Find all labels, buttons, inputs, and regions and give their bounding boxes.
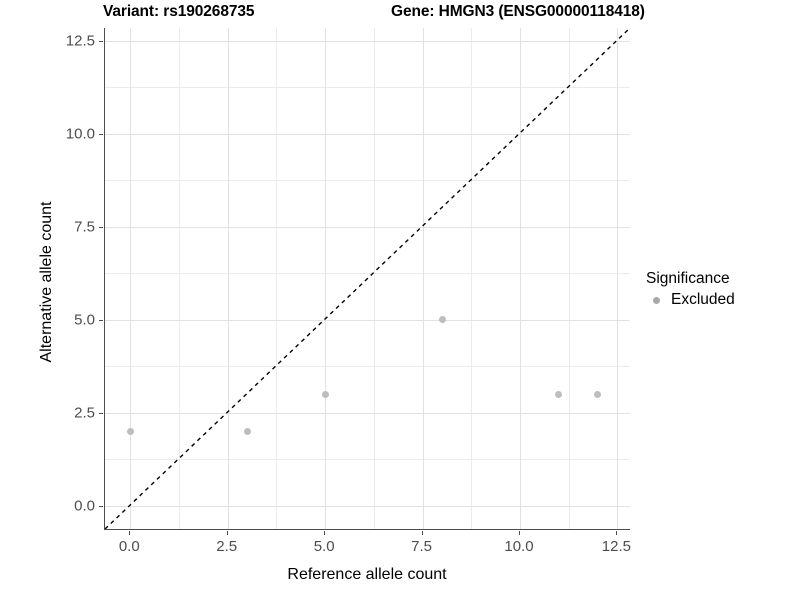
gridline-y-major	[105, 319, 630, 321]
gridline-y-minor	[105, 180, 630, 182]
y-tick-mark	[99, 412, 103, 414]
gene-title: Gene: HMGN3 (ENSG00000118418)	[391, 3, 645, 20]
x-tick-mark	[616, 531, 618, 535]
data-point	[126, 427, 134, 435]
gridline-x-major	[227, 28, 229, 529]
y-tick-mark	[99, 133, 103, 135]
data-point	[594, 390, 602, 398]
data-point	[438, 316, 446, 324]
y-tick-mark	[99, 319, 103, 321]
gridline-x-minor	[179, 28, 181, 529]
gridline-x-minor	[373, 28, 375, 529]
y-tick-label: 10.0	[65, 125, 95, 143]
x-tick-mark	[518, 531, 520, 535]
x-tick-mark	[324, 531, 326, 535]
gridline-x-minor	[568, 28, 570, 529]
plot-panel-inner	[105, 28, 630, 529]
y-tick-mark	[99, 505, 103, 507]
legend: Significance Excluded	[646, 270, 735, 309]
x-tick-label: 2.5	[216, 538, 238, 555]
y-tick-mark	[99, 41, 103, 42]
gridline-x-minor	[471, 28, 473, 529]
legend-title: Significance	[646, 270, 730, 287]
data-point	[243, 427, 251, 435]
x-tick-label: 12.5	[601, 538, 631, 555]
x-tick-label: 7.5	[411, 538, 432, 555]
y-tick-label: 0.0	[74, 497, 95, 515]
diagonal-reference-line	[105, 28, 630, 529]
legend-item-label: Excluded	[671, 291, 735, 308]
x-tick-label: 0.0	[118, 538, 140, 555]
y-tick-label: 12.5	[65, 32, 95, 50]
gridline-y-major	[105, 505, 630, 507]
y-tick-label: 2.5	[74, 404, 95, 422]
gridline-y-major	[105, 412, 630, 414]
data-point	[555, 390, 563, 398]
y-axis-title: Alternative allele count	[38, 201, 55, 363]
legend-item: Excluded	[647, 291, 735, 309]
x-tick-mark	[129, 531, 131, 535]
gridline-x-major	[422, 28, 424, 529]
data-point	[321, 390, 329, 398]
gridline-y-minor	[105, 273, 630, 275]
variant-title: Variant: rs190268735	[103, 3, 255, 20]
gridline-y-minor	[105, 459, 630, 461]
gridline-x-major	[519, 28, 521, 529]
gridline-x-major	[325, 28, 327, 529]
reference-line-segment	[105, 28, 630, 529]
y-tick-mark	[99, 226, 103, 228]
gridline-x-major	[617, 28, 619, 529]
gridline-y-major	[105, 133, 630, 135]
x-tick-label: 10.0	[504, 538, 534, 555]
legend-items: Excluded	[646, 291, 735, 309]
gridline-y-minor	[105, 87, 630, 89]
y-tick-label: 5.0	[74, 311, 95, 329]
x-tick-mark	[226, 531, 228, 535]
gridline-y-major	[105, 41, 630, 42]
gridline-x-minor	[276, 28, 278, 529]
legend-key	[647, 291, 665, 309]
gridline-y-minor	[105, 366, 630, 368]
gridline-x-major	[130, 28, 132, 529]
x-tick-mark	[421, 531, 423, 535]
plot-panel	[104, 28, 630, 530]
y-tick-label: 7.5	[74, 218, 95, 236]
legend-point-icon	[652, 296, 660, 304]
x-axis-title: Reference allele count	[287, 566, 447, 583]
x-tick-label: 5.0	[313, 538, 335, 555]
gridline-y-major	[105, 226, 630, 228]
